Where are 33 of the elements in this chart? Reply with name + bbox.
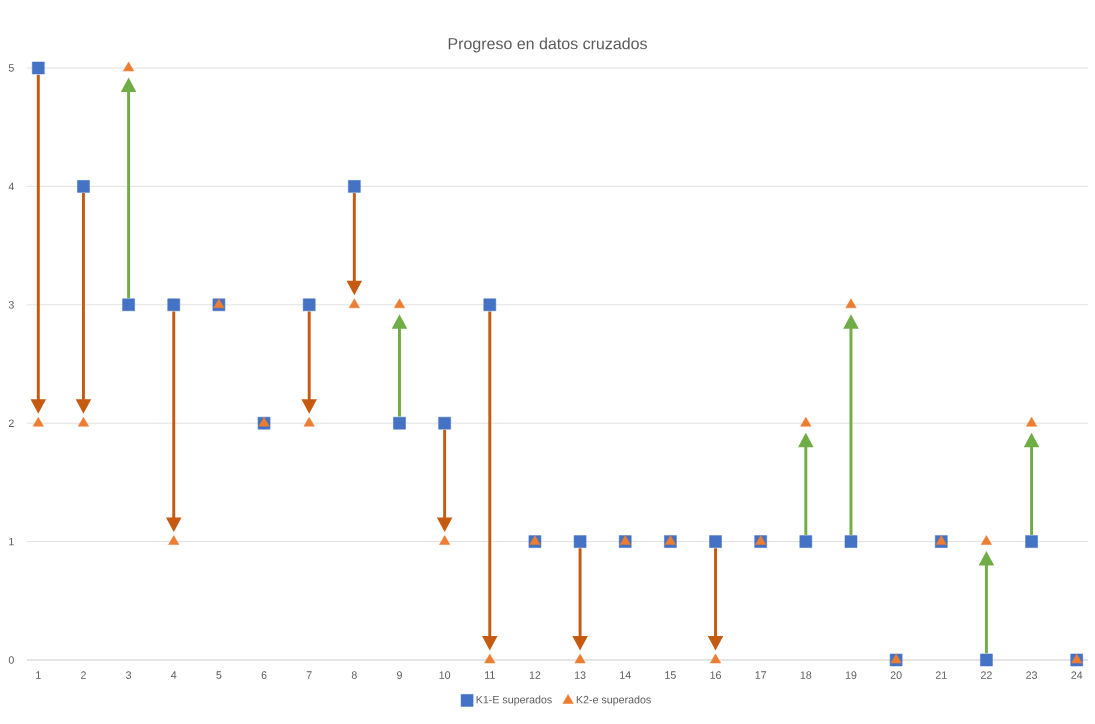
x-tick-label: 19 xyxy=(845,671,857,679)
x-tick-label: 22 xyxy=(981,671,992,679)
x-tick-label: 13 xyxy=(574,671,586,679)
x-tick-label: 10 xyxy=(439,671,451,679)
x-tick-label: 14 xyxy=(620,671,631,679)
x-tick-label: 5 xyxy=(216,671,222,679)
chart-title: Progreso en datos cruzados xyxy=(448,37,647,53)
x-tick-label: 6 xyxy=(261,671,267,679)
legend-label: K1-E superados xyxy=(476,695,552,706)
x-tick-label: 16 xyxy=(710,671,721,679)
x-tick-label: 9 xyxy=(397,671,402,679)
x-tick-label: 3 xyxy=(126,671,132,679)
x-tick-label: 20 xyxy=(890,671,902,679)
y-tick-label: 1 xyxy=(9,537,14,546)
y-tick-label: 0 xyxy=(8,656,14,664)
x-tick-label: 15 xyxy=(665,671,676,679)
x-tick-label: 24 xyxy=(1071,671,1083,679)
y-tick-label: 3 xyxy=(8,301,14,309)
x-tick-label: 17 xyxy=(755,671,767,679)
x-tick-label: 11 xyxy=(485,671,495,679)
x-tick-label: 23 xyxy=(1026,671,1038,679)
x-tick-label: 18 xyxy=(800,671,812,679)
y-tick-label: 2 xyxy=(8,419,14,427)
y-tick-label: 5 xyxy=(8,64,14,72)
x-tick-label: 8 xyxy=(351,671,357,679)
x-tick-label: 2 xyxy=(81,671,86,679)
x-tick-label: 4 xyxy=(171,671,177,679)
y-tick-label: 4 xyxy=(8,182,14,191)
x-tick-label: 21 xyxy=(935,671,947,679)
x-tick-label: 12 xyxy=(529,671,541,679)
x-tick-label: 7 xyxy=(306,671,312,679)
legend-label: K2-e superados xyxy=(576,695,651,706)
x-tick-label: 1 xyxy=(36,671,41,679)
